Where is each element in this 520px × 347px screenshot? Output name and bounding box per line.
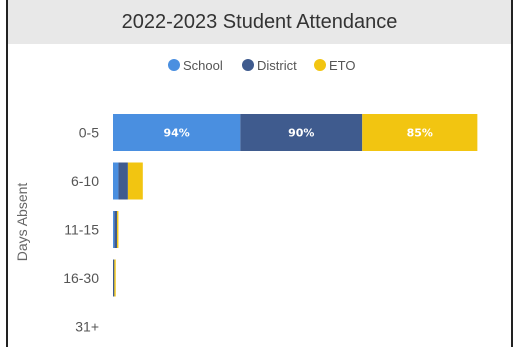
y-axis-ticks: 0-5 6-10 11-15 16-30 31+ (63, 125, 99, 335)
legend-label-district: District (257, 58, 297, 73)
bar-segment-school (113, 114, 241, 151)
bar-segment-school (113, 162, 119, 200)
bar-segment-school (113, 211, 115, 248)
bar-segment-eto (362, 114, 478, 151)
legend-marker-district (242, 59, 254, 71)
bar-segment-district (118, 162, 128, 200)
bar-segment-district (240, 114, 363, 151)
y-tick-label: 16-30 (63, 270, 99, 286)
legend-label-eto: ETO (329, 58, 356, 73)
y-tick-label: 11-15 (64, 222, 99, 238)
y-axis-title: Days Absent (14, 183, 30, 262)
data-label: 85% (407, 127, 433, 140)
y-tick-label: 31+ (75, 319, 99, 335)
y-tick-label: 0-5 (79, 125, 99, 141)
chart-title: 2022-2023 Student Attendance (8, 0, 511, 44)
data-label: 90% (288, 127, 314, 140)
legend: School District ETO (168, 58, 356, 73)
legend-marker-school (168, 59, 180, 71)
legend-marker-eto (314, 59, 326, 71)
legend-label-school: School (183, 58, 223, 73)
data-label: 94% (163, 127, 189, 140)
bar-segment-eto (114, 259, 116, 297)
panel-border-left (6, 0, 8, 347)
bar-segment-district (114, 211, 118, 248)
y-tick-label: 6-10 (71, 173, 99, 189)
panel-border-right (511, 0, 513, 347)
bar-segment-eto (117, 211, 119, 248)
bar-segment-district (113, 259, 115, 297)
plot-area: 94% 90% 85% (113, 114, 478, 297)
bar-segment-eto (127, 162, 143, 200)
